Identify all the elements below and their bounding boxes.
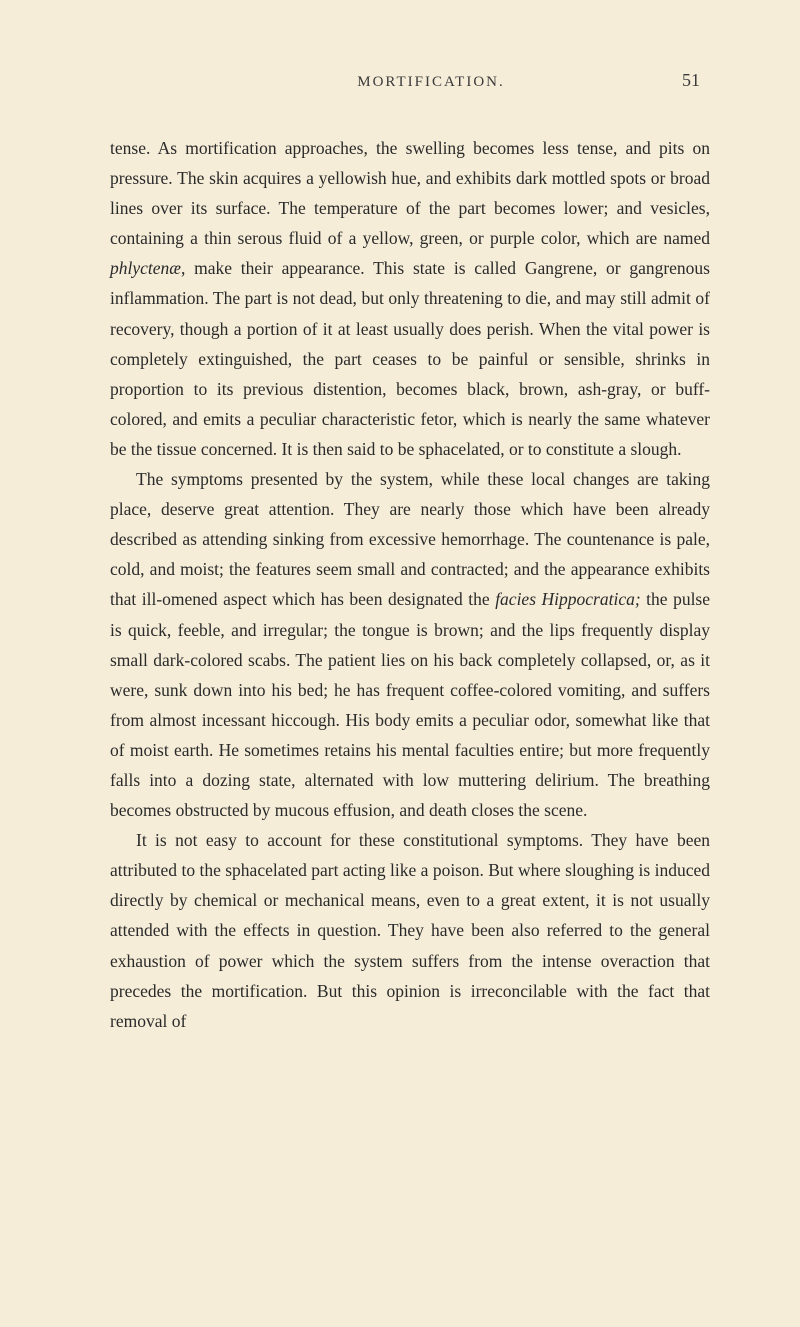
- page-header: MORTIFICATION. 51: [110, 70, 710, 91]
- p1-text-2: , make their appearance. This state is c…: [110, 258, 710, 459]
- header-title: MORTIFICATION.: [120, 74, 682, 91]
- body-text: tense. As mortification approaches, the …: [110, 133, 710, 1036]
- p2-text-2: the pulse is quick, feeble, and irregula…: [110, 589, 710, 820]
- p2-italic-1: facies Hippocratica;: [495, 589, 640, 609]
- page-number: 51: [682, 70, 700, 91]
- p1-italic-1: phlyctenæ: [110, 258, 181, 278]
- paragraph-1: tense. As mortification approaches, the …: [110, 133, 710, 464]
- p1-text-1: tense. As mortification approaches, the …: [110, 138, 710, 248]
- paragraph-3: It is not easy to account for these cons…: [110, 825, 710, 1036]
- paragraph-2: The symptoms presented by the system, wh…: [110, 464, 710, 825]
